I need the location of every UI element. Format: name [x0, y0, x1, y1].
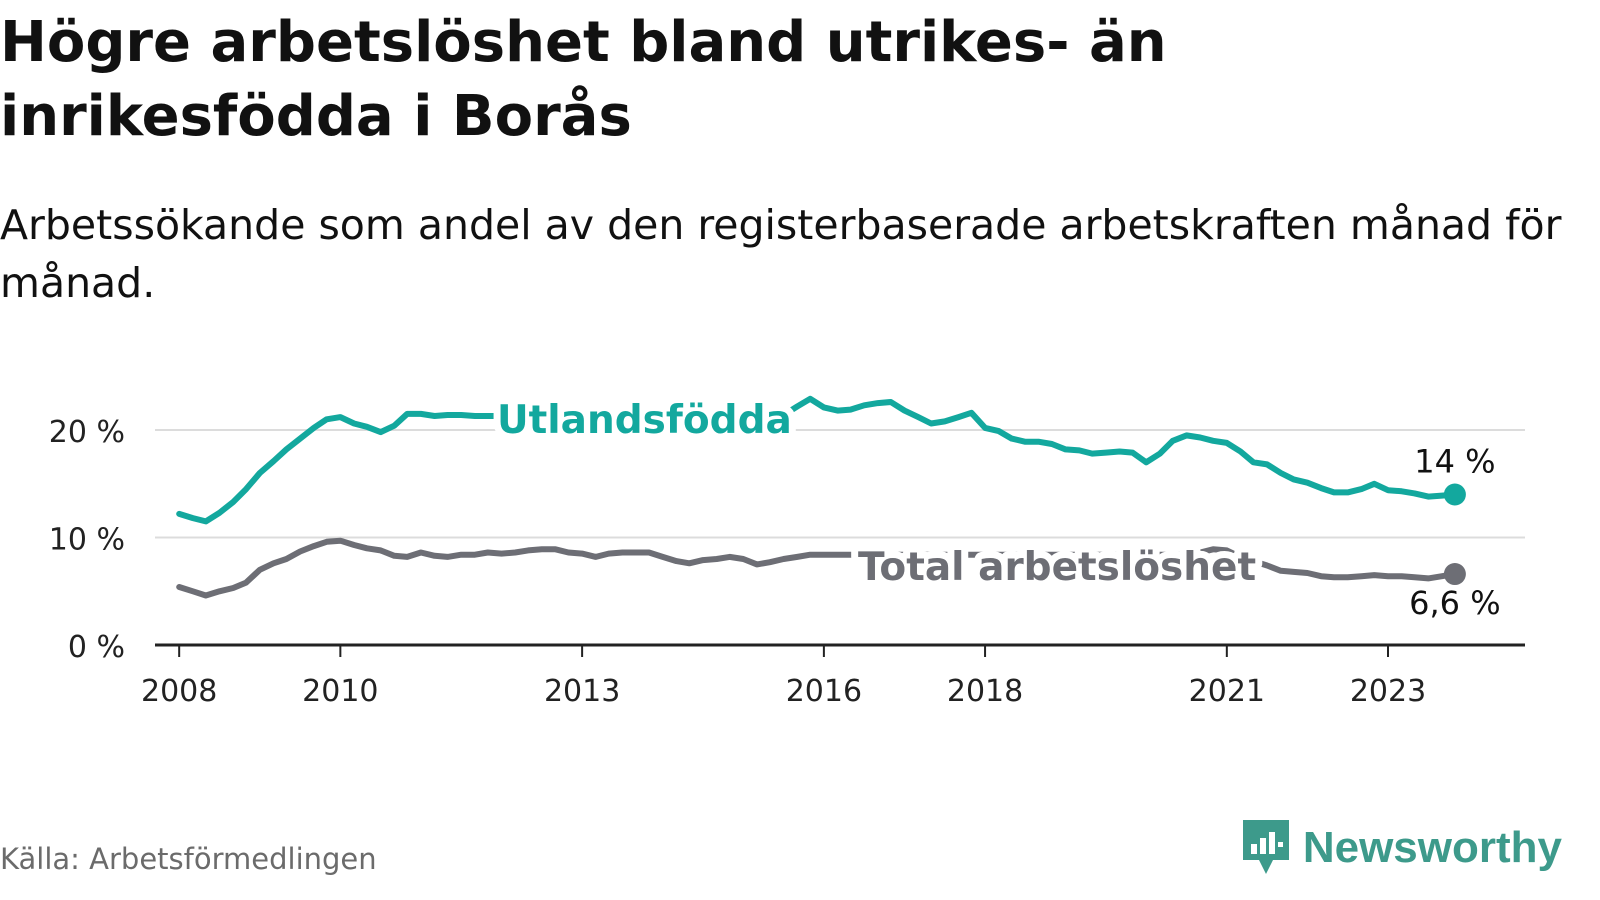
series-line-utlandsfodda	[176, 395, 1458, 525]
brand-name: Newsworthy	[1302, 823, 1562, 872]
source-note: Källa: Arbetsförmedlingen	[0, 842, 377, 876]
y-tick-label: 20 %	[49, 415, 125, 450]
y-tick-label: 0 %	[68, 630, 125, 665]
chart-title: Högre arbetslöshet bland utrikes- än inr…	[0, 10, 1167, 149]
x-tick-label: 2008	[141, 674, 217, 709]
x-tick-label: 2021	[1189, 674, 1265, 709]
x-tick-label: 2023	[1350, 674, 1426, 709]
end-value-label-utlandsfodda: 14 %	[1414, 443, 1495, 481]
x-tick-label: 2013	[544, 674, 620, 709]
x-tick-label: 2018	[947, 674, 1023, 709]
series-label-utlandsfodda: Utlandsfödda	[497, 398, 792, 443]
y-tick-label: 10 %	[49, 523, 125, 558]
chart-subtitle: Arbetssökande som andel av den registerb…	[0, 201, 1562, 307]
series-line-total	[176, 537, 1458, 599]
newsworthy-logo-icon	[1242, 820, 1289, 874]
series-label-total: Total arbetslöshet	[858, 545, 1256, 590]
x-tick-label: 2010	[302, 674, 378, 709]
x-tick-label: 2016	[786, 674, 862, 709]
end-point-utlandsfodda	[1443, 483, 1466, 506]
end-point-total	[1443, 563, 1466, 586]
end-value-label-total: 6,6 %	[1409, 584, 1500, 622]
brand-logo: Newsworthy	[1239, 818, 1562, 878]
